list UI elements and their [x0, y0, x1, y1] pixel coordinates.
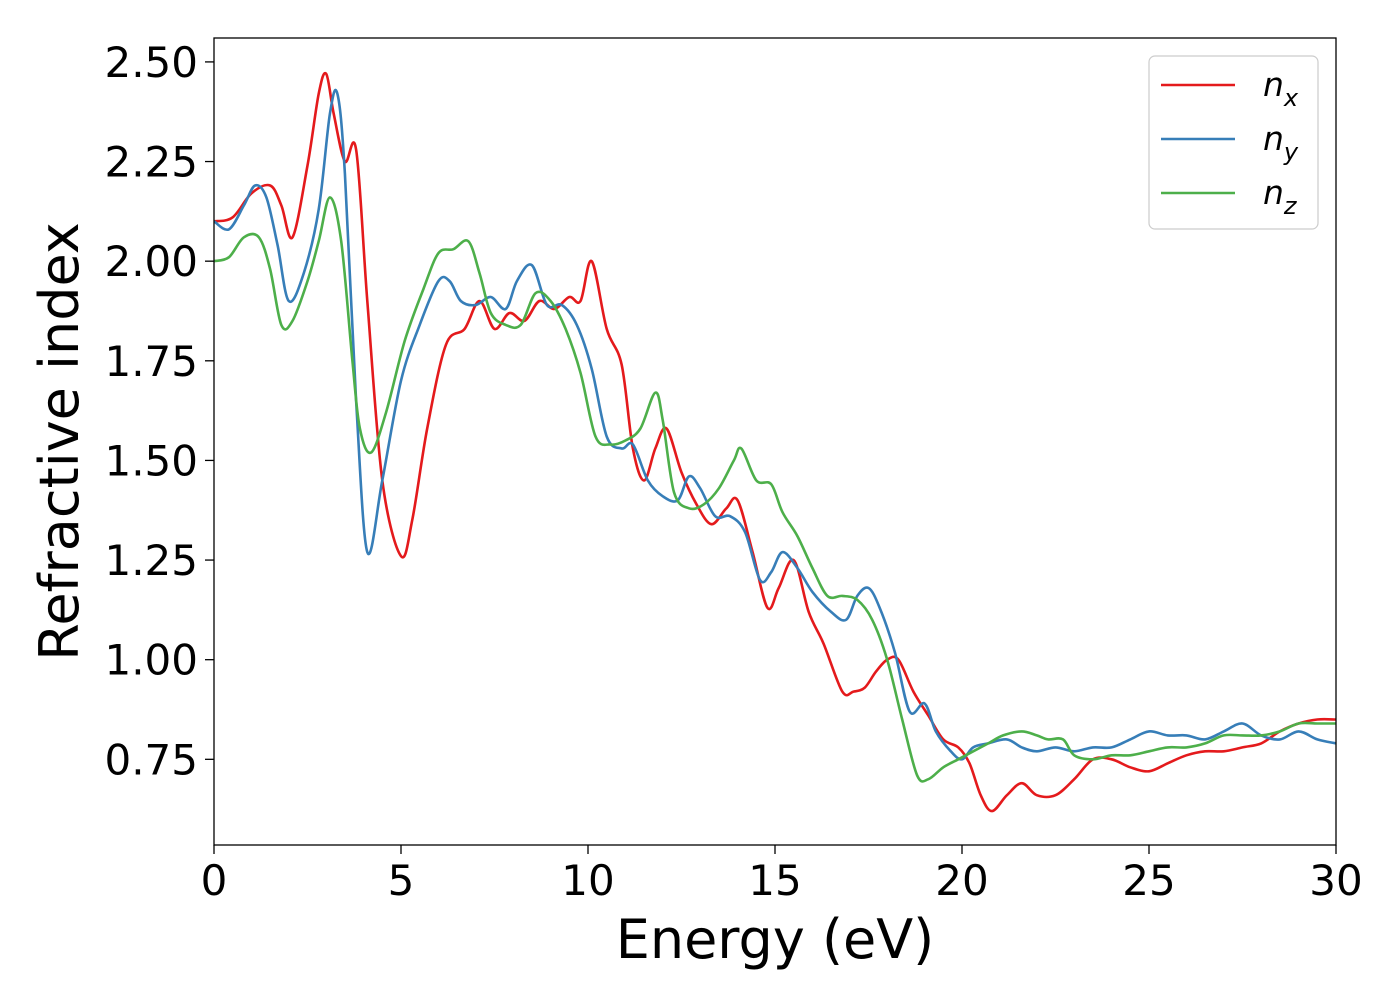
legend-label-subscript: z [1283, 192, 1298, 220]
series-line-n-z [214, 196, 1336, 783]
x-tick-label: 10 [561, 856, 614, 905]
x-tick-label: 25 [1122, 856, 1175, 905]
legend-label: nz [1263, 173, 1298, 220]
x-tick-label: 0 [201, 856, 228, 905]
legend-label-base: n [1263, 65, 1284, 104]
x-tick-label: 5 [388, 856, 415, 905]
series-layer [214, 71, 1336, 813]
x-tick-label: 20 [935, 856, 988, 905]
legend-label: nx [1263, 65, 1299, 112]
y-tick-label: 2.50 [104, 38, 198, 87]
y-tick-label: 1.75 [104, 337, 198, 386]
y-tick-label: 1.00 [104, 636, 198, 685]
legend-label-subscript: x [1283, 84, 1299, 112]
y-tick-label: 0.75 [104, 735, 198, 784]
legend-label: ny [1263, 119, 1299, 166]
legend-label-base: n [1263, 119, 1284, 158]
y-tick-label: 2.00 [104, 237, 198, 286]
x-axis: 0 5 10 15 20 25 30 [201, 845, 1363, 905]
x-tick-label: 30 [1309, 856, 1362, 905]
y-tick-label: 2.25 [104, 138, 198, 187]
legend-label-base: n [1263, 173, 1284, 212]
legend-label-subscript: y [1283, 138, 1299, 166]
y-tick-label: 1.25 [104, 536, 198, 585]
y-axis-title: Refractive index [28, 222, 91, 661]
x-axis-title: Energy (eV) [616, 908, 935, 971]
y-axis: 0.75 1.00 1.25 1.50 1.75 2.00 2.25 2.50 [104, 38, 214, 784]
x-tick-label: 15 [748, 856, 801, 905]
legend-box [1148, 55, 1319, 230]
y-tick-label: 1.50 [104, 436, 198, 485]
